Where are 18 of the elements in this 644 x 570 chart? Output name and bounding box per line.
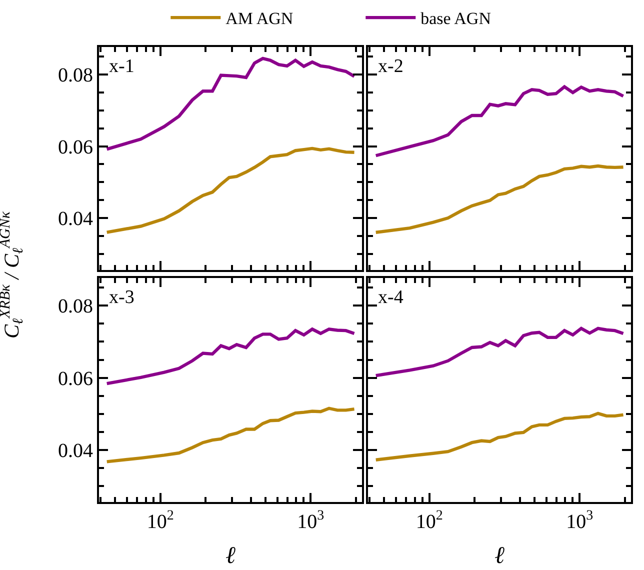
y-tick-label: 0.08 [58, 296, 93, 318]
x-tick-label: 10$^{2}$ [416, 508, 443, 533]
x-tick-label: 10$^{3}$ [566, 508, 594, 533]
text: x-4 [378, 287, 404, 308]
y-tick-label: 0.04 [58, 208, 93, 230]
text: x-3 [109, 287, 134, 308]
text: x-2 [378, 56, 404, 77]
x-tick-label: 10$^{3}$ [297, 508, 324, 533]
y-tick-label: 0.08 [58, 64, 93, 87]
x-axis-title: ℓ [226, 542, 236, 569]
x-tick-label: 10$^{2}$ [146, 508, 174, 533]
y-tick-label: 0.06 [58, 368, 93, 390]
y-tick-label: 0.04 [58, 440, 93, 462]
text: x-1 [109, 56, 134, 77]
legend-label: base AGN [420, 9, 491, 28]
y-tick-label: 0.06 [58, 136, 93, 158]
legend-label: AM AGN [226, 9, 294, 28]
x-axis-title: ℓ [494, 542, 504, 569]
